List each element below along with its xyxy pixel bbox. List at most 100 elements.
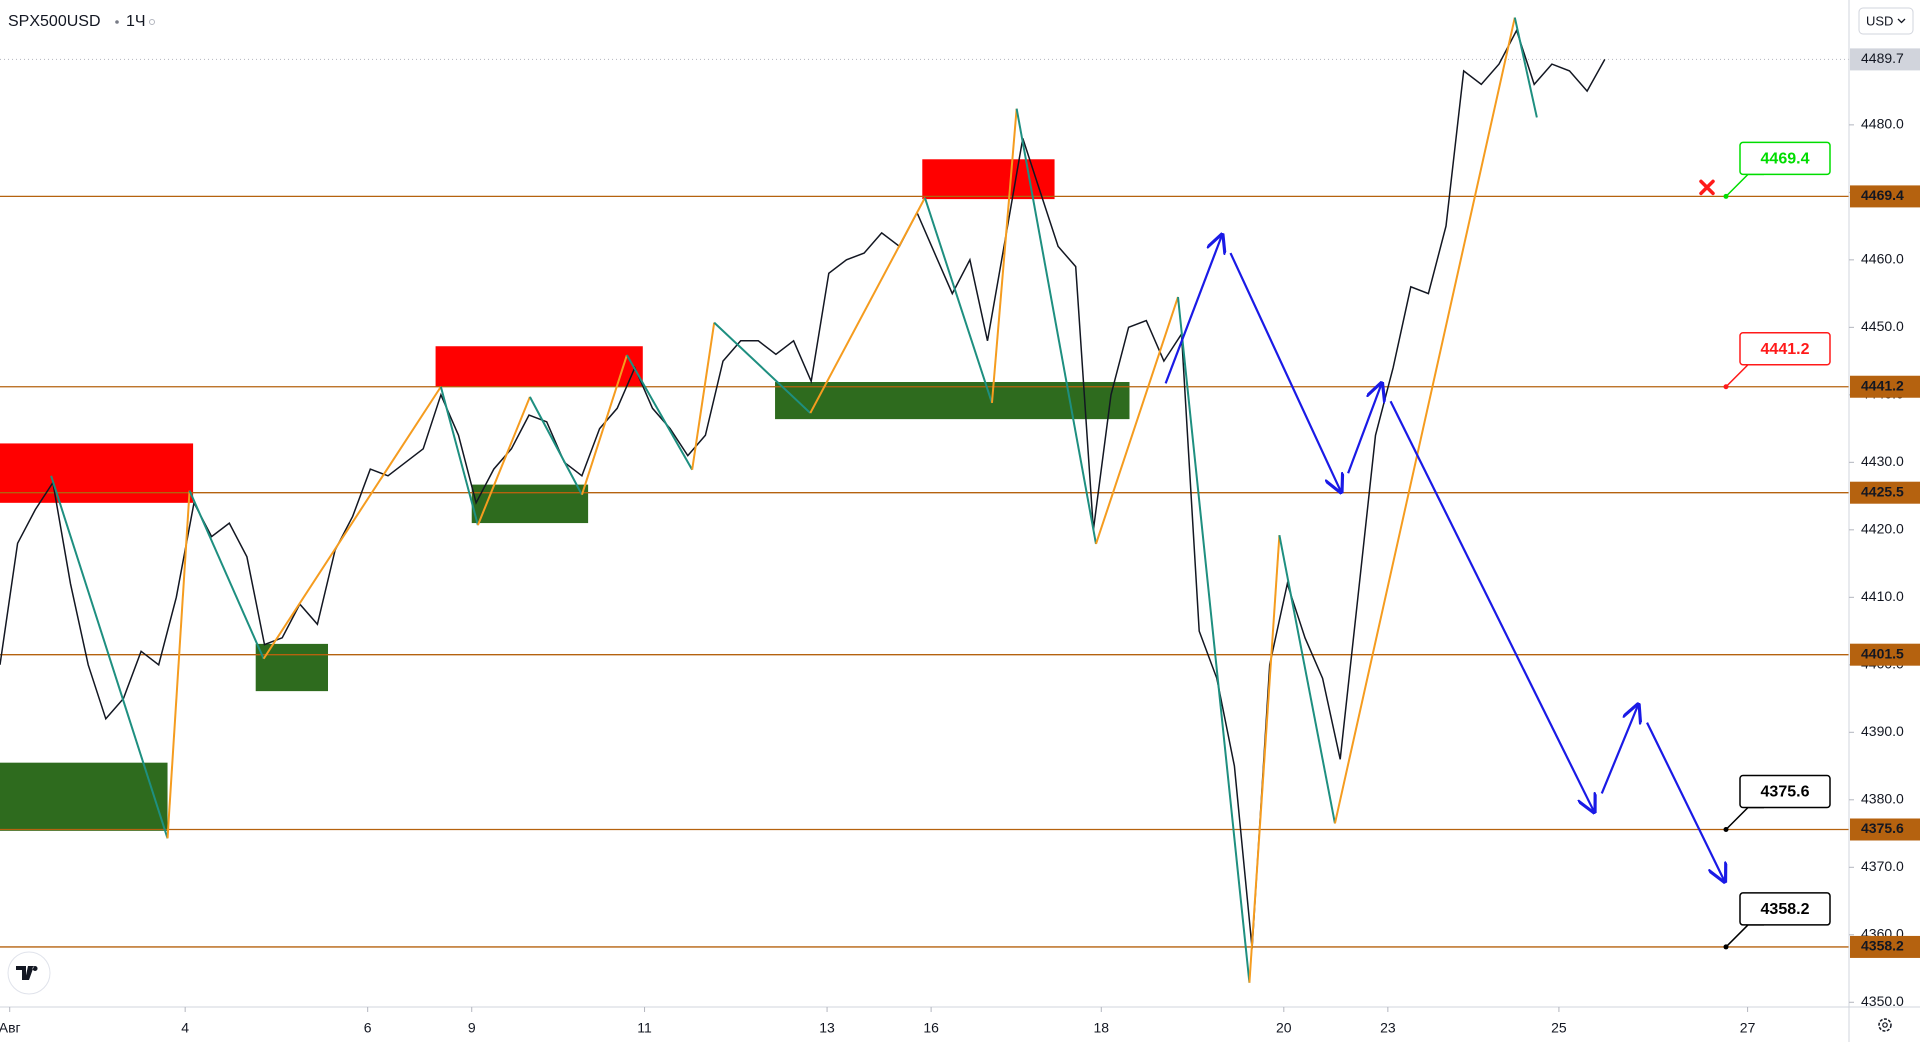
currency-button-box[interactable] (1858, 7, 1914, 35)
zigzag-segment (1333, 17, 1516, 824)
interval[interactable]: 1Ч (126, 13, 146, 30)
level-tag (1850, 185, 1920, 208)
y-tick-label: 4420.0 (1861, 521, 1904, 537)
zone (435, 346, 643, 387)
zigzag-segment (1015, 108, 1097, 545)
callout-anchor (1723, 384, 1729, 390)
zigzag-segment (262, 386, 442, 660)
zone (255, 643, 329, 692)
y-tick-label: 4370.0 (1861, 858, 1904, 874)
zone (471, 484, 589, 524)
currency-button[interactable]: USD (1858, 7, 1914, 35)
callout-box (1739, 331, 1831, 366)
zigzag-segment (713, 321, 812, 414)
zone (775, 382, 1130, 420)
zigzag-segment (1248, 535, 1281, 983)
x-tick-label: 20 (1276, 1020, 1292, 1036)
level-tag (1850, 935, 1920, 958)
callout-label: 4375.6 (1761, 784, 1810, 801)
level-tag (1850, 818, 1920, 841)
callout-box (1739, 141, 1831, 176)
x-tick-label: 23 (1380, 1020, 1396, 1036)
zigzag-segment (626, 354, 694, 471)
gear[interactable] (1878, 1018, 1892, 1032)
price-line (0, 28, 1606, 949)
y-tick-label: 4480.0 (1861, 116, 1904, 132)
symbol-header: SPX500USD 1Ч (8, 13, 155, 30)
projection-segment (1646, 722, 1725, 882)
projection-segment (1164, 235, 1222, 384)
x-tick-label: 25 (1551, 1020, 1567, 1036)
price-axis: 4350.04360.04370.04380.04390.04400.04410… (1849, 48, 1920, 1009)
projection-segment (1389, 400, 1595, 812)
callout-anchor (1723, 193, 1729, 199)
x-tick-label: 13 (819, 1020, 835, 1036)
level-tag (1850, 481, 1920, 504)
x-tick-label: 27 (1740, 1020, 1756, 1036)
status-dot (149, 19, 155, 25)
zigzag-segment (691, 322, 716, 470)
plot-area: 4469.4 4441.2 4375.6 4358.2 (0, 17, 1849, 983)
zigzag-segment (50, 475, 169, 839)
zigzag-segment (166, 490, 191, 839)
logo-mark (16, 966, 38, 980)
projection-segment (1600, 705, 1638, 794)
x-tick-label: 11 (637, 1020, 652, 1036)
projection-segment (1347, 383, 1382, 474)
callout-box (1739, 774, 1831, 809)
x-tick-label: 18 (1093, 1020, 1109, 1036)
y-tick-label: 4460.0 (1861, 251, 1904, 267)
chevron (1897, 18, 1906, 24)
y-tick-label: 4380.0 (1861, 790, 1904, 806)
separator (115, 20, 119, 24)
zigzag-segment (188, 490, 265, 660)
gear-hub (1882, 1022, 1888, 1028)
level-tag-label: 4469.4 (1861, 187, 1904, 203)
zigzag-segment (1513, 17, 1538, 118)
zigzag-segment (1278, 535, 1336, 824)
zigzag-segment (923, 197, 993, 404)
cross-marker (1699, 179, 1715, 196)
zone (0, 762, 168, 831)
level-tag-label: 4358.2 (1861, 938, 1904, 954)
x-tick-label: 6 (364, 1020, 372, 1036)
y-tick-label: 4410.0 (1861, 588, 1904, 604)
settings-button[interactable] (1878, 1018, 1892, 1032)
y-tick-label: 4350.0 (1861, 993, 1904, 1009)
currency[interactable]: USD (1866, 13, 1893, 28)
projection-segment (1229, 252, 1341, 492)
zigzag-segment (990, 108, 1018, 404)
level-tag (1850, 375, 1920, 398)
last-price-tag (1850, 48, 1920, 71)
zigzag-segment (529, 396, 583, 496)
level-tag-label: 4425.5 (1861, 483, 1904, 499)
callout-box (1739, 892, 1831, 926)
level-tag-label: 4401.5 (1861, 645, 1904, 661)
x-tick-label: 9 (468, 1020, 476, 1036)
last-price-label: 4489.7 (1861, 50, 1904, 66)
x-tick-label: 16 (923, 1020, 939, 1036)
callout-label: 4441.2 (1761, 341, 1810, 358)
symbol: SPX500USD (8, 13, 101, 30)
x-tick-label: Авг (0, 1020, 21, 1036)
zigzag-segment (476, 396, 531, 526)
zigzag-segment (580, 354, 628, 496)
callout-anchor (1723, 944, 1729, 950)
level-tag (1850, 643, 1920, 666)
logo[interactable] (7, 951, 51, 995)
zone (0, 443, 194, 503)
zigzag-segment (1095, 296, 1179, 545)
callout-anchor (1723, 826, 1729, 832)
y-tick-label: 4450.0 (1861, 318, 1904, 334)
y-tick-label: 4430.0 (1861, 453, 1904, 469)
zigzag-segment (439, 386, 479, 526)
callout-label: 4469.4 (1761, 151, 1810, 168)
callout-label: 4358.2 (1761, 901, 1810, 918)
zigzag-segment (1177, 296, 1251, 983)
zone (922, 159, 1055, 200)
level-tag-label: 4375.6 (1861, 820, 1904, 836)
zigzag-segment (809, 197, 926, 414)
y-tick-label: 4390.0 (1861, 723, 1904, 739)
level-tag-label: 4441.2 (1861, 377, 1904, 393)
